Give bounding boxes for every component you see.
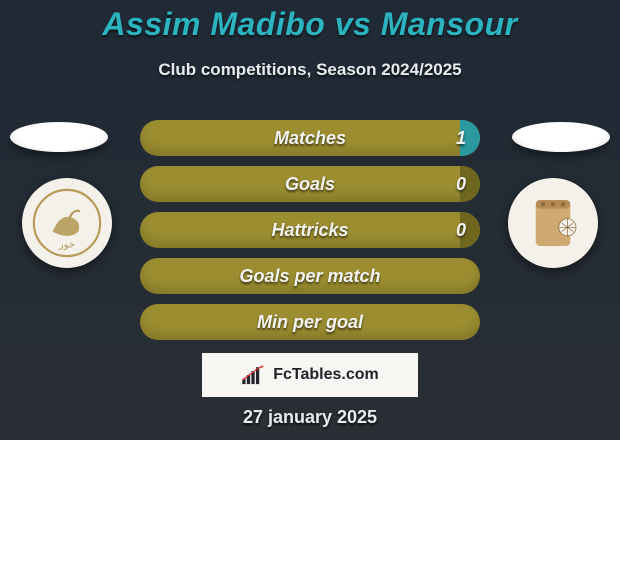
player-photo-left: [10, 122, 108, 152]
comparison-card: Assim Madibo vs Mansour Club competition…: [0, 0, 620, 580]
stat-row: Hattricks0: [140, 212, 480, 248]
stat-label: Matches: [140, 120, 480, 156]
stat-value-right: 0: [456, 212, 466, 248]
club-badge-left-icon: خور: [31, 187, 103, 259]
stat-label: Goals: [140, 166, 480, 202]
page-subtitle: Club competitions, Season 2024/2025: [0, 60, 620, 80]
stat-label: Goals per match: [140, 258, 480, 294]
club-badge-right-icon: [517, 187, 589, 259]
stat-label: Min per goal: [140, 304, 480, 340]
stat-row: Min per goal: [140, 304, 480, 340]
svg-text:خور: خور: [58, 239, 75, 250]
watermark: FcTables.com: [202, 353, 418, 397]
stat-row: Matches1: [140, 120, 480, 156]
stats-list: Matches1Goals0Hattricks0Goals per matchM…: [140, 120, 480, 350]
stat-value-right: 0: [456, 166, 466, 202]
club-badge-right: [508, 178, 598, 268]
stat-row: Goals0: [140, 166, 480, 202]
page-title: Assim Madibo vs Mansour: [0, 6, 620, 43]
date-line: 27 january 2025: [0, 407, 620, 428]
player-photo-right: [512, 122, 610, 152]
fctables-logo-icon: [241, 364, 267, 386]
watermark-text: FcTables.com: [273, 366, 379, 384]
club-badge-left: خور: [22, 178, 112, 268]
stat-label: Hattricks: [140, 212, 480, 248]
stat-value-right: 1: [456, 120, 466, 156]
stat-row: Goals per match: [140, 258, 480, 294]
